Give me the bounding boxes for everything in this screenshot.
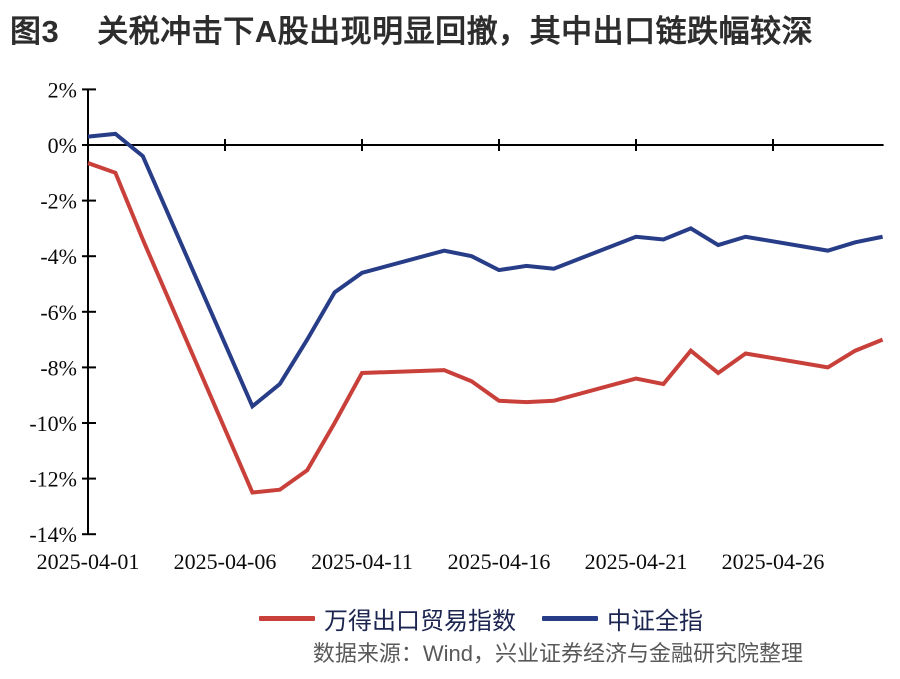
x-tick-label: 2025-04-01 bbox=[37, 549, 140, 574]
y-tick-label: -6% bbox=[40, 300, 77, 325]
source-note: 数据来源：Wind，兴业证券经济与金融研究院整理 bbox=[312, 641, 803, 666]
x-tick-label: 2025-04-21 bbox=[585, 549, 688, 574]
figure-tag: 图3 bbox=[10, 14, 60, 49]
legend-swatch-blue-line bbox=[542, 616, 598, 621]
y-tick-label: -2% bbox=[40, 189, 77, 214]
y-tick-label: -4% bbox=[40, 244, 77, 269]
legend: 万得出口贸易指数 中证全指 bbox=[31, 601, 900, 636]
figure-title-text: 关税冲击下A股出现明显回撤，其中出口链跌幅较深 bbox=[97, 14, 814, 49]
y-tick-label: -14% bbox=[29, 522, 77, 547]
x-tick-label: 2025-04-11 bbox=[311, 549, 413, 574]
y-tick-label: -10% bbox=[29, 411, 77, 436]
line-csi-all-share bbox=[87, 131, 883, 410]
legend-item-csi-all: 中证全指 bbox=[542, 601, 703, 636]
legend-swatch-red-line bbox=[259, 616, 315, 621]
legend-label-export-index: 万得出口贸易指数 bbox=[324, 609, 516, 635]
figure-title: 图3 关税冲击下A股出现明显回撤，其中出口链跌幅较深 bbox=[10, 6, 813, 51]
y-tick-label: 2% bbox=[48, 77, 77, 102]
y-tick-label: 0% bbox=[48, 133, 77, 158]
y-tick-label: -12% bbox=[29, 467, 77, 492]
legend-item-export-index: 万得出口贸易指数 bbox=[259, 601, 516, 636]
x-tick-label: 2025-04-06 bbox=[174, 549, 277, 574]
x-tick-label: 2025-04-26 bbox=[722, 549, 825, 574]
x-tick-label: 2025-04-16 bbox=[448, 549, 551, 574]
line-wind-export-trade-index bbox=[87, 161, 884, 495]
legend-label-csi-all: 中证全指 bbox=[607, 609, 703, 635]
y-tick-label: -8% bbox=[40, 355, 77, 380]
